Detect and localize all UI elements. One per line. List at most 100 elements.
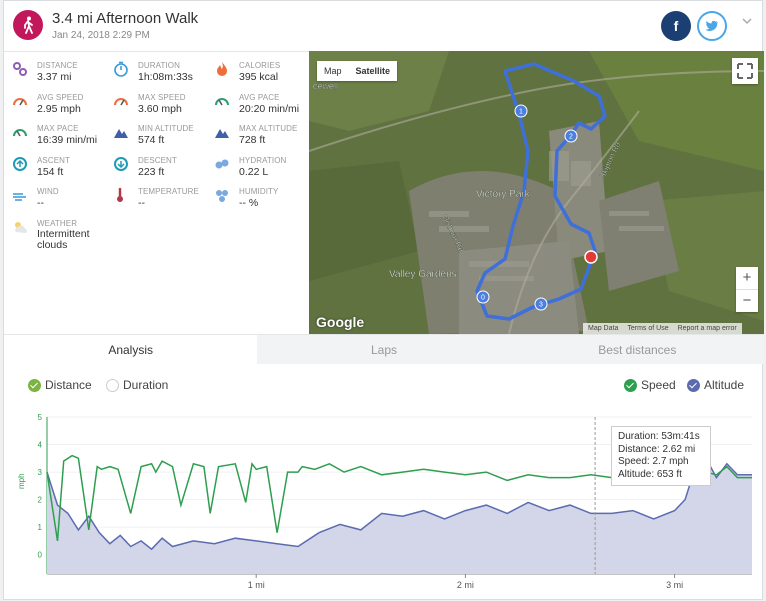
cloud-sun-icon: [15, 221, 27, 233]
x-tick-label: 3 mi: [666, 580, 683, 590]
stat-value: 395 kcal: [239, 71, 279, 83]
ascent-icon: [13, 156, 27, 171]
activity-card: 3.4 mi Afternoon Walk Jan 24, 2018 2:29 …: [3, 0, 764, 601]
map-marker-1: 1: [519, 109, 523, 116]
legend-speed[interactable]: Speed: [624, 378, 676, 392]
stat-value: 154 ft: [37, 165, 64, 178]
droplets-icon: [215, 159, 229, 168]
distance-icon: [13, 62, 27, 76]
walking-person-icon: [13, 10, 43, 40]
checkbox-checked-icon: [28, 378, 41, 392]
map-type-map-button[interactable]: Map: [324, 66, 342, 76]
facebook-share-button[interactable]: f: [661, 11, 691, 41]
stat-value: 3.37 mi: [37, 71, 72, 83]
legend-duration-label: Duration: [123, 378, 169, 392]
stat-label: MAX SPEED: [138, 92, 186, 102]
tooltip-altitude: Altitude: 653 ft: [618, 468, 682, 480]
activity-date: Jan 24, 2018 2:29 PM: [52, 30, 150, 41]
stat-max-pace: MAX PACE 16:39 min/mi: [6, 118, 104, 148]
mountain-icon: [215, 129, 229, 138]
satellite-imagery: Victory Park Valley Gardens Gisburn Rd S…: [309, 51, 764, 334]
stat-temperature: TEMPERATURE --: [107, 181, 205, 211]
fullscreen-icon: [737, 63, 753, 79]
map-type-satellite-button[interactable]: Satellite: [355, 66, 391, 76]
stat-value: --: [138, 197, 145, 209]
stat-label: MIN ALTITUDE: [138, 124, 194, 133]
legend-duration[interactable]: Duration: [106, 378, 168, 392]
activity-title: 3.4 mi Afternoon Walk: [52, 10, 199, 27]
stat-label: MAX ALTITUDE: [239, 124, 298, 133]
google-logo: Google: [316, 314, 365, 330]
legend-altitude-label: Altitude: [704, 378, 745, 392]
stat-value: 0.22 L: [239, 165, 269, 178]
pace-icon: [13, 129, 27, 137]
legend-altitude[interactable]: Altitude: [687, 378, 744, 392]
map-attribution: Map Data Terms of Use Report a map error: [583, 323, 742, 334]
y-axis-label: mph: [17, 473, 26, 489]
route-map[interactable]: Victory Park Valley Gardens Gisburn Rd S…: [309, 51, 764, 334]
y-tick-label: 3: [38, 468, 43, 477]
analysis-tabs: Analysis Laps Best distances: [4, 334, 764, 364]
y-tick-label: 1: [38, 523, 43, 532]
terms-of-use-link[interactable]: Terms of Use: [627, 325, 669, 332]
stat-label: DESCENT: [138, 155, 177, 165]
altitude-line: [46, 457, 752, 551]
stat-descent: DESCENT 223 ft: [107, 150, 205, 180]
y-tick-label: 2: [38, 496, 43, 505]
stat-value: --: [37, 197, 44, 209]
zoom-controls: + −: [736, 267, 758, 312]
stat-label: HUMIDITY: [239, 187, 279, 196]
x-tick-label: 1 mi: [248, 580, 265, 590]
tab-laps[interactable]: Laps: [257, 334, 511, 364]
tooltip-distance: Distance: 2.62 mi: [618, 443, 696, 455]
stat-hydration: HYDRATION 0.22 L: [208, 150, 306, 180]
tab-best-distances[interactable]: Best distances: [510, 334, 764, 364]
stat-value: 3.60 mph: [138, 102, 182, 115]
map-marker-0: 0: [481, 295, 485, 302]
humidity-icon: [216, 190, 228, 202]
tooltip-speed: Speed: 2.7 mph: [618, 456, 689, 467]
pace-icon: [215, 97, 229, 105]
stat-value: 20:20 min/mi: [239, 102, 300, 115]
zoom-in-button[interactable]: +: [736, 267, 758, 290]
tab-analysis[interactable]: Analysis: [4, 334, 258, 364]
stat-label: WEATHER: [37, 218, 78, 228]
stat-value: 574 ft: [138, 134, 165, 146]
speed-altitude-chart[interactable]: 0 1 2 3 4 5 1 mi 2 mi 3 mi: [4, 401, 764, 601]
stat-label: MAX PACE: [37, 124, 79, 133]
stat-label: HYDRATION: [239, 155, 287, 165]
descent-icon: [114, 156, 128, 171]
stat-label: AVG SPEED: [37, 92, 84, 102]
map-data-link[interactable]: Map Data: [588, 325, 619, 332]
stat-label: AVG PACE: [239, 92, 280, 102]
thermometer-icon: [117, 187, 123, 202]
zoom-out-button[interactable]: −: [742, 292, 752, 309]
stat-value: 16:39 min/mi: [37, 134, 98, 146]
speedometer-icon: [13, 97, 27, 105]
stat-label: TEMPERATURE: [138, 187, 199, 196]
stat-distance: DISTANCE 3.37 mi: [6, 55, 104, 85]
stat-humidity: HUMIDITY -- %: [208, 181, 306, 211]
activity-header: 3.4 mi Afternoon Walk Jan 24, 2018 2:29 …: [4, 1, 764, 52]
report-map-error-link[interactable]: Report a map error: [677, 325, 737, 332]
fullscreen-button[interactable]: [732, 58, 758, 84]
map-marker-3: 3: [539, 302, 543, 309]
wind-icon: [13, 193, 26, 201]
route-markers: [476, 104, 598, 311]
twitter-bird-icon: [705, 20, 718, 31]
stat-avg-speed: AVG SPEED 2.95 mph: [6, 87, 104, 117]
map-label-valley-gardens: Valley Gardens: [389, 269, 457, 280]
chevron-down-icon[interactable]: [741, 15, 753, 27]
stat-duration: DURATION 1h:08m:33s: [107, 55, 205, 85]
speedometer-icon: [114, 97, 128, 105]
twitter-share-button[interactable]: [697, 11, 727, 41]
stat-value: 2.95 mph: [37, 102, 81, 115]
stopwatch-icon: [114, 61, 128, 77]
flame-icon: [217, 62, 227, 76]
stat-wind: WIND --: [6, 181, 104, 211]
stat-max-speed: MAX SPEED 3.60 mph: [107, 87, 205, 117]
legend-distance[interactable]: Distance: [28, 378, 92, 392]
stat-value: -- %: [239, 197, 259, 209]
stat-label: WIND: [37, 187, 59, 196]
checkbox-checked-icon: [624, 378, 637, 392]
